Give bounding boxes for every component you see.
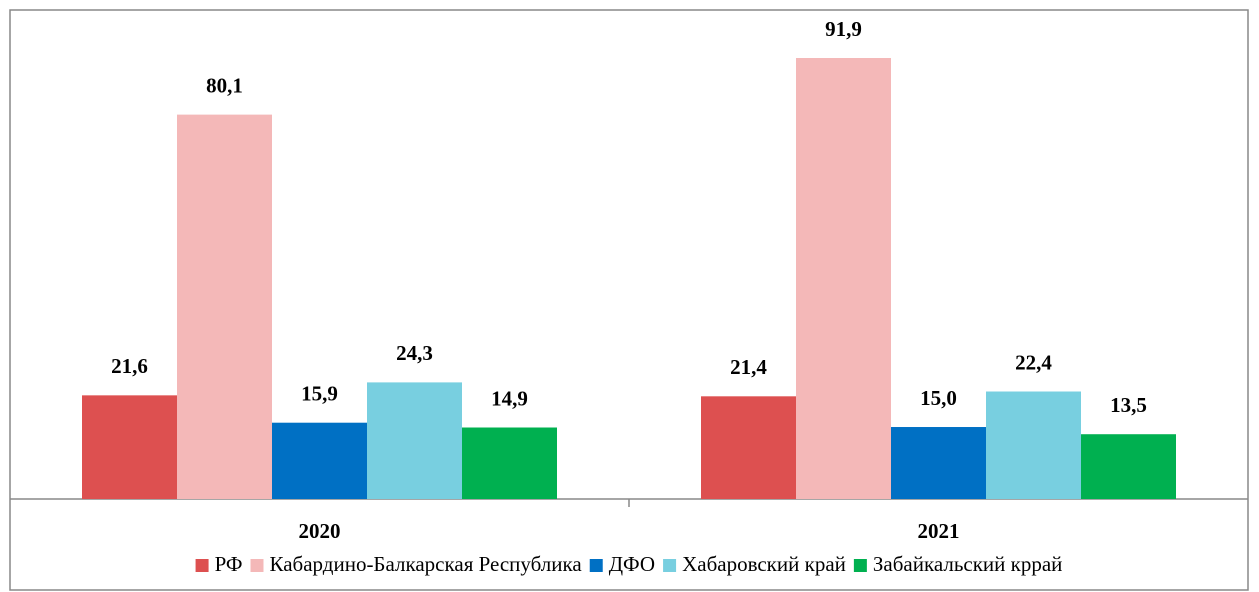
legend-label: Хабаровский край: [682, 552, 846, 576]
legend-label: РФ: [215, 552, 243, 576]
data-label: 80,1: [206, 73, 243, 97]
bar: [1081, 434, 1176, 499]
bar: [82, 395, 177, 499]
legend-swatch: [853, 559, 867, 572]
bar: [462, 427, 557, 499]
legend-swatch: [589, 559, 603, 572]
legend-label: ДФО: [609, 552, 655, 576]
data-label: 21,6: [111, 354, 148, 378]
legend-label: Забайкальский кррай: [873, 552, 1063, 576]
x-tick-label: 2020: [299, 519, 341, 543]
legend-swatch: [250, 559, 264, 572]
data-label: 22,4: [1015, 350, 1052, 374]
bar: [177, 114, 272, 499]
data-label: 24,3: [396, 341, 433, 365]
bar: [796, 58, 891, 499]
legend-swatch: [663, 559, 677, 572]
data-label: 13,5: [1110, 393, 1147, 417]
data-label: 21,4: [730, 355, 767, 379]
bar: [891, 427, 986, 499]
bar: [272, 422, 367, 499]
legend-swatch: [195, 559, 209, 572]
bar: [701, 396, 796, 499]
x-tick-label: 2021: [918, 519, 960, 543]
data-label: 15,9: [301, 382, 338, 406]
data-label: 15,0: [920, 386, 957, 410]
bar: [367, 382, 462, 499]
data-label: 91,9: [825, 17, 862, 41]
legend-label: Кабардино-Балкарская Республика: [270, 552, 583, 576]
bar: [986, 391, 1081, 499]
data-label: 14,9: [491, 386, 528, 410]
